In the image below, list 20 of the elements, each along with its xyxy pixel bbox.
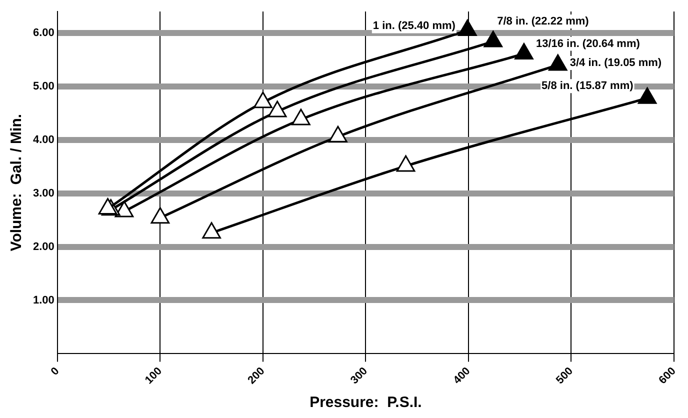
y-tick-label: 4.00	[32, 134, 54, 146]
x-tick-label: 300	[348, 365, 370, 387]
y-tick-label: 1.00	[32, 294, 54, 306]
series-label: 3/4 in. (19.05 mm)	[570, 57, 662, 69]
x-axis-title: Pressure: P.S.I.	[310, 394, 422, 412]
y-tick-label: 5.00	[32, 80, 54, 92]
series-label: 7/8 in. (22.22 mm)	[497, 15, 590, 28]
series-label: 1 in. (25.40 mm)	[372, 20, 456, 32]
x-tick-label: 100	[142, 365, 164, 387]
y-tick-label: 3.00	[32, 187, 54, 200]
x-tick-label: 600	[656, 365, 678, 387]
x-tick-label: 500	[554, 365, 576, 387]
x-tick-label: 400	[451, 365, 473, 387]
y-tick-label: 6.00	[32, 26, 54, 39]
y-tick-label: 2.00	[32, 240, 54, 253]
x-tick-label: 0	[48, 365, 62, 378]
series-label: 5/8 in. (15.87 mm)	[542, 80, 634, 92]
series-label: 13/16 in. (20.64 mm)	[536, 38, 640, 50]
y-axis-title: Volume: Gal. / Min.	[8, 114, 26, 252]
x-tick-label: 200	[246, 365, 268, 387]
